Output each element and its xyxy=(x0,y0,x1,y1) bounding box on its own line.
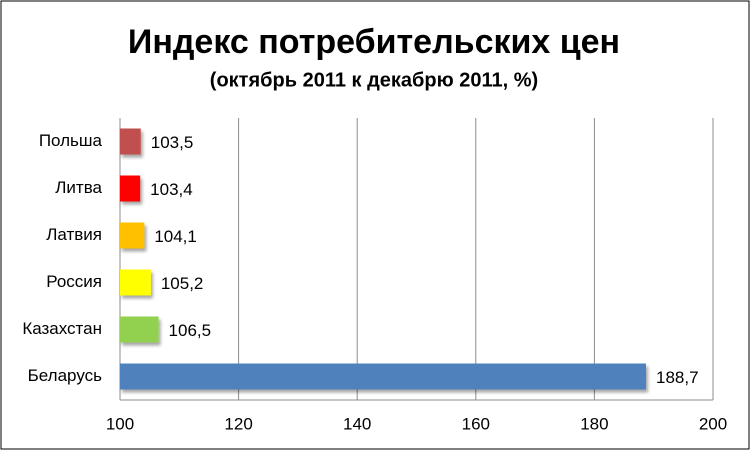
y-tick-label: Латвия xyxy=(46,225,102,244)
x-tick-label: 180 xyxy=(580,414,608,433)
data-label: 188,7 xyxy=(656,368,699,387)
x-tick-label: 140 xyxy=(343,414,371,433)
bar xyxy=(120,363,646,390)
bar xyxy=(120,128,141,155)
y-tick-label: Польша xyxy=(39,131,103,150)
x-tick-label: 160 xyxy=(462,414,490,433)
bar xyxy=(120,175,141,202)
x-tick-label: 120 xyxy=(224,414,252,433)
bar xyxy=(120,222,145,249)
x-tick-label: 100 xyxy=(106,414,134,433)
data-label: 103,5 xyxy=(151,133,194,152)
data-label: 104,1 xyxy=(154,227,197,246)
data-label: 105,2 xyxy=(161,274,204,293)
x-tick-label: 200 xyxy=(699,414,727,433)
bar xyxy=(120,269,151,296)
y-tick-label: Казахстан xyxy=(22,319,102,338)
data-label: 103,4 xyxy=(150,180,193,199)
y-tick-label: Литва xyxy=(55,178,102,197)
chart-subtitle: (октябрь 2011 к декабрю 2011, %) xyxy=(210,69,538,91)
y-tick-label: Россия xyxy=(46,272,102,291)
chart-title: Индекс потребительских цен xyxy=(128,23,620,61)
y-tick-label: Беларусь xyxy=(28,366,102,385)
bar xyxy=(120,316,159,343)
data-label: 106,5 xyxy=(169,321,212,340)
